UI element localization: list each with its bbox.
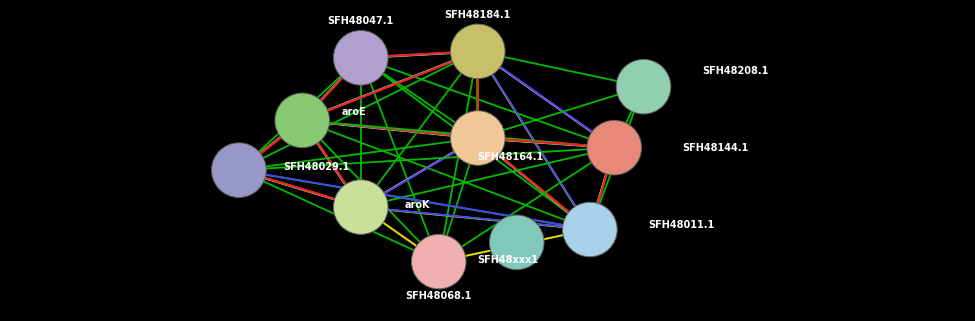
Text: SFH48029.1: SFH48029.1 bbox=[283, 162, 349, 172]
Text: SFH48011.1: SFH48011.1 bbox=[648, 220, 715, 230]
Text: SFH48144.1: SFH48144.1 bbox=[682, 143, 749, 153]
Text: aroE: aroE bbox=[341, 107, 366, 117]
Text: SFH48184.1: SFH48184.1 bbox=[445, 10, 511, 20]
Text: SFH48047.1: SFH48047.1 bbox=[328, 16, 394, 26]
Text: SFH48xxx1: SFH48xxx1 bbox=[478, 255, 539, 265]
Ellipse shape bbox=[411, 234, 466, 289]
Ellipse shape bbox=[616, 59, 671, 114]
Text: aroK: aroK bbox=[405, 200, 430, 211]
Ellipse shape bbox=[333, 180, 388, 234]
Text: SFH48164.1: SFH48164.1 bbox=[478, 152, 544, 162]
Ellipse shape bbox=[450, 24, 505, 79]
Ellipse shape bbox=[275, 93, 330, 148]
Ellipse shape bbox=[450, 111, 505, 165]
Ellipse shape bbox=[489, 215, 544, 270]
Ellipse shape bbox=[587, 120, 642, 175]
Ellipse shape bbox=[333, 30, 388, 85]
Text: SFH48208.1: SFH48208.1 bbox=[702, 65, 768, 76]
Text: SFH48068.1: SFH48068.1 bbox=[406, 291, 472, 300]
Ellipse shape bbox=[563, 202, 617, 257]
Ellipse shape bbox=[212, 143, 266, 197]
